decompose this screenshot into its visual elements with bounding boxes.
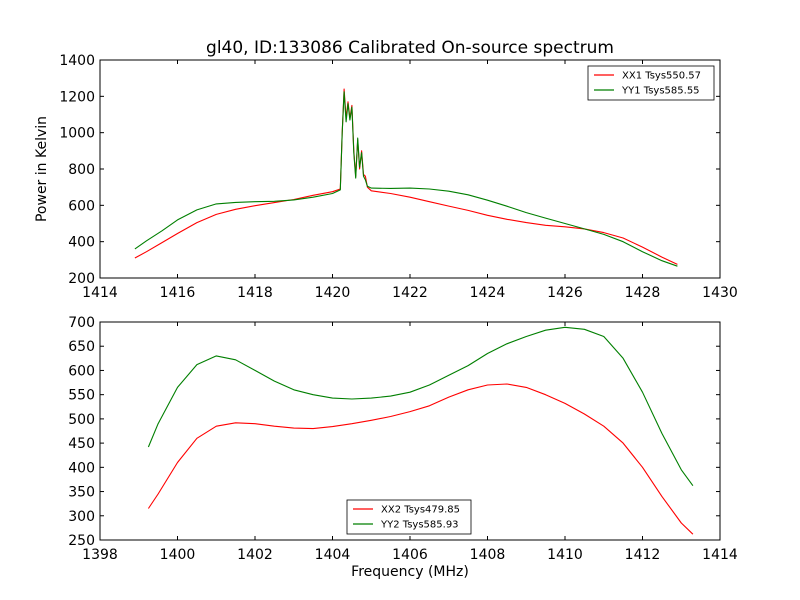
plot-1: 1414 1416 1418 1420 1422 1424 1426 1428 1430 200 4… xyxy=(59,53,737,301)
plot-2: 1398 1400 1402 1404 1406 1408 1410 1412 1414 250 3… xyxy=(68,315,738,563)
x-tick-label: 1402 xyxy=(237,547,273,563)
x-tick-label: 1414 xyxy=(702,547,738,563)
series-line-1 xyxy=(134,88,678,265)
legend-entry: XX1 Tsys550.57 xyxy=(622,71,701,82)
x-tick-label: 1410 xyxy=(547,547,583,563)
y-tick-label: 650 xyxy=(68,339,95,355)
y-tick-label: 1000 xyxy=(59,126,95,142)
x-tick-label: 1430 xyxy=(702,285,738,301)
y-tick-label: 350 xyxy=(68,485,95,501)
x-tick-label: 1424 xyxy=(470,285,506,301)
y-tick-label: 450 xyxy=(68,436,95,452)
x-tick-label: 1420 xyxy=(315,285,351,301)
legend-entry: YY2 Tsys585.93 xyxy=(380,520,459,531)
y-tick-label: 200 xyxy=(68,271,95,287)
y-tick-label: 500 xyxy=(68,412,95,428)
plots: 1414 1416 1418 1420 1422 1424 1426 1428 1430 200 4… xyxy=(59,53,738,563)
x-tick-label: 1406 xyxy=(392,547,428,563)
x-tick-label: 1416 xyxy=(160,285,196,301)
y-tick-label: 800 xyxy=(68,162,95,178)
x-tick-label: 1426 xyxy=(547,285,583,301)
y-tick-label: 1400 xyxy=(59,53,95,69)
x-tick-label: 1418 xyxy=(237,285,273,301)
legend: XX2 Tsys479.85 YY2 Tsys585.93 xyxy=(346,499,472,535)
x-tick-label: 1400 xyxy=(160,547,196,563)
y-tick-label: 600 xyxy=(68,363,95,379)
x-tick-label: 1414 xyxy=(82,285,118,301)
y-tick-label: 600 xyxy=(68,198,95,214)
legend-entry: XX2 Tsys479.85 xyxy=(381,505,460,516)
x-tick-label: 1412 xyxy=(625,547,661,563)
y-tick-label: 400 xyxy=(68,235,95,251)
y-tick-label: 1200 xyxy=(59,89,95,105)
y-axis-label: Power in Kelvin xyxy=(34,116,50,222)
legend-box xyxy=(346,499,472,535)
series-line-1 xyxy=(147,383,694,535)
legend-entry: YY1 Tsys585.55 xyxy=(621,86,700,97)
y-tick-label: 700 xyxy=(68,315,95,331)
y-tick-label: 300 xyxy=(68,509,95,525)
x-tick-label: 1404 xyxy=(315,547,351,563)
x-tick-label: 1398 xyxy=(82,547,118,563)
series-line-2 xyxy=(134,91,678,267)
series-line-2 xyxy=(147,326,694,487)
x-tick-label: 1408 xyxy=(470,547,506,563)
legend-box xyxy=(587,65,715,101)
chart-title: gl40, ID:133086 Calibrated On-source spe… xyxy=(206,38,614,58)
x-tick-label: 1422 xyxy=(392,285,428,301)
y-tick-label: 250 xyxy=(68,533,95,549)
x-axis-label: Frequency (MHz) xyxy=(351,564,469,580)
x-tick-label: 1428 xyxy=(625,285,661,301)
legend: XX1 Tsys550.57 YY1 Tsys585.55 xyxy=(587,65,715,101)
y-tick-label: 550 xyxy=(68,388,95,404)
y-tick-label: 400 xyxy=(68,460,95,476)
